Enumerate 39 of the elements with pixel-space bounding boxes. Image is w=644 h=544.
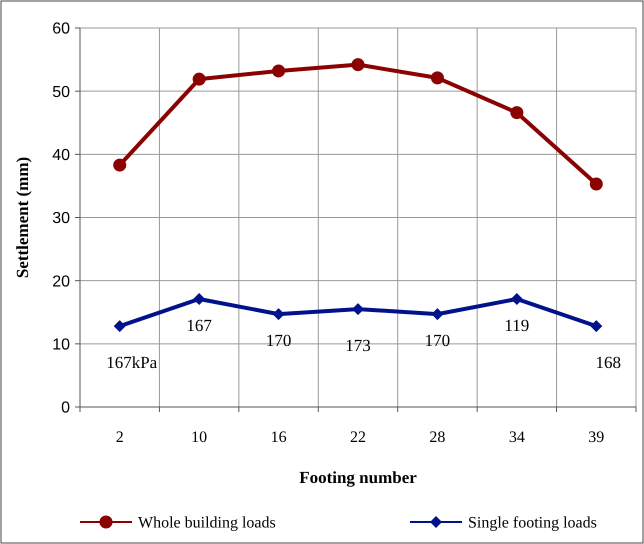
legend-label: Whole building loads [138, 514, 276, 532]
point [431, 308, 444, 320]
y-tick-label: 20 [52, 273, 70, 290]
point [272, 308, 285, 320]
point [113, 158, 126, 172]
legend-label: Single footing loads [468, 514, 597, 532]
point [510, 292, 523, 305]
x-tick-label: 34 [508, 429, 525, 446]
annotation: 170 [424, 331, 450, 350]
y-tick-label: 50 [52, 84, 70, 101]
x-tick-label: 16 [270, 429, 287, 446]
annotation: 173 [345, 336, 371, 356]
x-axis-title: Footing number [299, 468, 418, 487]
y-tick-label: 0 [61, 400, 70, 417]
x-tick-label: 2 [116, 429, 124, 446]
y-tick-label: 40 [52, 146, 70, 164]
point [510, 106, 524, 120]
point [114, 320, 126, 332]
x-tick-label: 10 [191, 429, 208, 446]
y-tick-label: 60 [52, 20, 70, 38]
annotation: 167 [186, 316, 212, 335]
point [430, 71, 444, 84]
point [352, 58, 364, 72]
y-axis-title: Settlement (mm) [13, 156, 32, 278]
y-tick-label: 10 [52, 336, 70, 354]
annotation: 167kPa [106, 353, 158, 372]
x-tick-label: 28 [429, 429, 446, 446]
point [192, 72, 206, 86]
point [193, 292, 206, 305]
annotation: 168 [596, 353, 622, 372]
annotation: 119 [504, 316, 530, 335]
point [272, 64, 286, 78]
point [352, 303, 364, 316]
point [590, 320, 602, 332]
x-tick-label: 22 [350, 429, 366, 446]
point [590, 178, 603, 191]
x-tick-label: 39 [588, 429, 604, 446]
annotation: 170 [266, 331, 292, 350]
y-tick-label: 30 [52, 210, 70, 228]
